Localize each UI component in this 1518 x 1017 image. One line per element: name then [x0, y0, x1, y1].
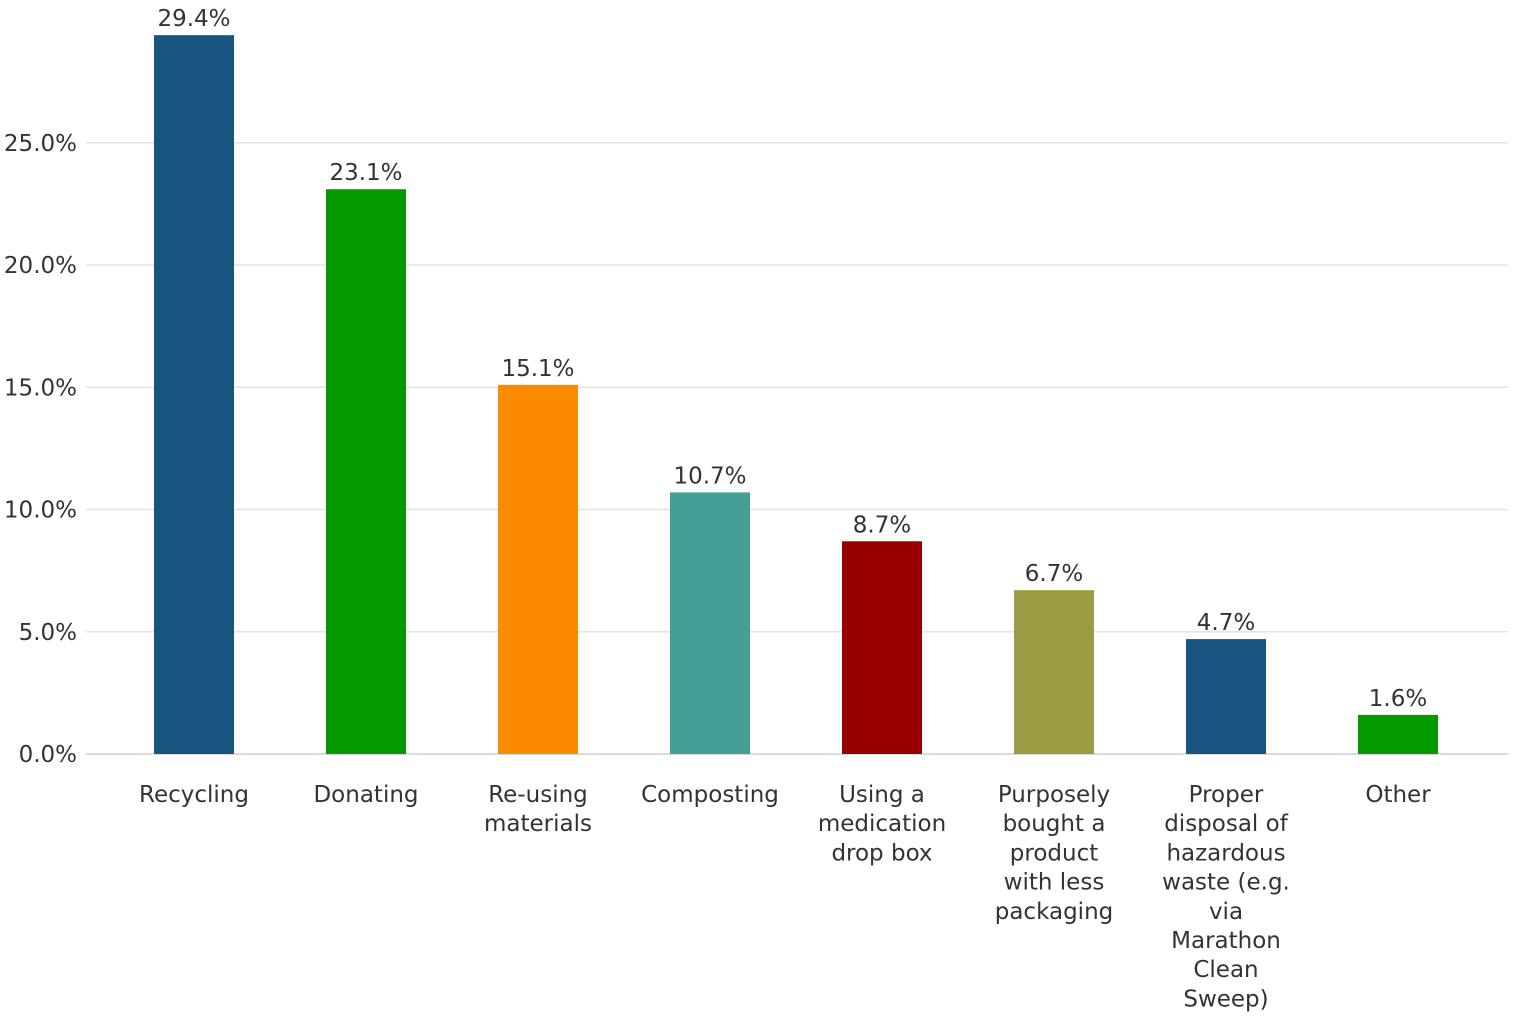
bar — [498, 384, 578, 754]
data-label: 4.7% — [1197, 610, 1255, 636]
bar — [670, 492, 750, 754]
bar — [154, 35, 234, 755]
category-label: Re-using materials — [484, 782, 592, 837]
category-label-line: Composting — [641, 782, 779, 808]
category-label-line: disposal of — [1164, 811, 1288, 837]
category-label-line: hazardous — [1166, 840, 1285, 866]
bars — [154, 35, 1438, 755]
category-label-line: packaging — [995, 899, 1114, 925]
data-labels: 29.4% 23.1% 15.1% 10.7% 8.7% 6.7% 4.7% 1.6% — [157, 6, 1427, 712]
category-label-line: Marathon — [1171, 928, 1281, 954]
category-label-line: Re-using — [488, 782, 588, 808]
bar — [1186, 639, 1266, 754]
category-label-line: Proper — [1189, 782, 1264, 808]
data-label: 15.1% — [501, 356, 574, 382]
category-label-line: waste (e.g. — [1162, 870, 1290, 896]
y-tick-label: 10.0% — [4, 498, 77, 524]
bar — [326, 189, 406, 754]
category-label: Using a medication drop box — [818, 782, 946, 866]
category-label-line: Other — [1365, 782, 1431, 808]
data-label: 10.7% — [673, 463, 746, 489]
y-tick-label: 15.0% — [4, 375, 77, 401]
y-axis-ticks: 0.0% 5.0% 10.0% 15.0% 20.0% 25.0% — [4, 131, 77, 768]
category-label: Purposely bought a product with less packagi… — [995, 782, 1114, 925]
category-label-line: product — [1010, 840, 1098, 866]
y-tick-label: 0.0% — [19, 742, 77, 768]
category-label-line: Using a — [839, 782, 925, 808]
category-label-line: Clean — [1193, 957, 1258, 983]
data-label: 23.1% — [329, 160, 402, 186]
bar — [1358, 714, 1438, 754]
data-label: 6.7% — [1025, 561, 1083, 587]
category-label: Other — [1365, 782, 1431, 808]
data-label: 1.6% — [1369, 686, 1427, 712]
y-tick-label: 20.0% — [4, 253, 77, 279]
category-label-line: Recycling — [139, 782, 249, 808]
category-label: Composting — [641, 782, 779, 808]
bar — [1014, 590, 1094, 754]
category-label: Recycling — [139, 782, 249, 808]
category-label-line: drop box — [831, 840, 932, 866]
bar — [842, 541, 922, 754]
category-label-line: with less — [1004, 870, 1105, 896]
category-label: Proper disposal of hazardous waste (e.g. via… — [1162, 782, 1290, 1012]
category-label-line: via — [1209, 899, 1243, 925]
category-label-line: Purposely — [998, 782, 1110, 808]
data-label: 8.7% — [853, 512, 911, 538]
y-tick-label: 5.0% — [19, 620, 77, 646]
category-label-line: Sweep) — [1183, 986, 1268, 1012]
y-tick-label: 25.0% — [4, 131, 77, 157]
category-label-line: medication — [818, 811, 946, 837]
category-label: Donating — [313, 782, 418, 808]
category-label-line: Donating — [313, 782, 418, 808]
category-label-line: bought a — [1003, 811, 1106, 837]
x-axis-categories: Recycling Donating Re-using materials Compos… — [139, 782, 1431, 1012]
data-label: 29.4% — [157, 6, 230, 32]
gridlines — [86, 142, 1508, 755]
category-label-line: materials — [484, 811, 592, 837]
